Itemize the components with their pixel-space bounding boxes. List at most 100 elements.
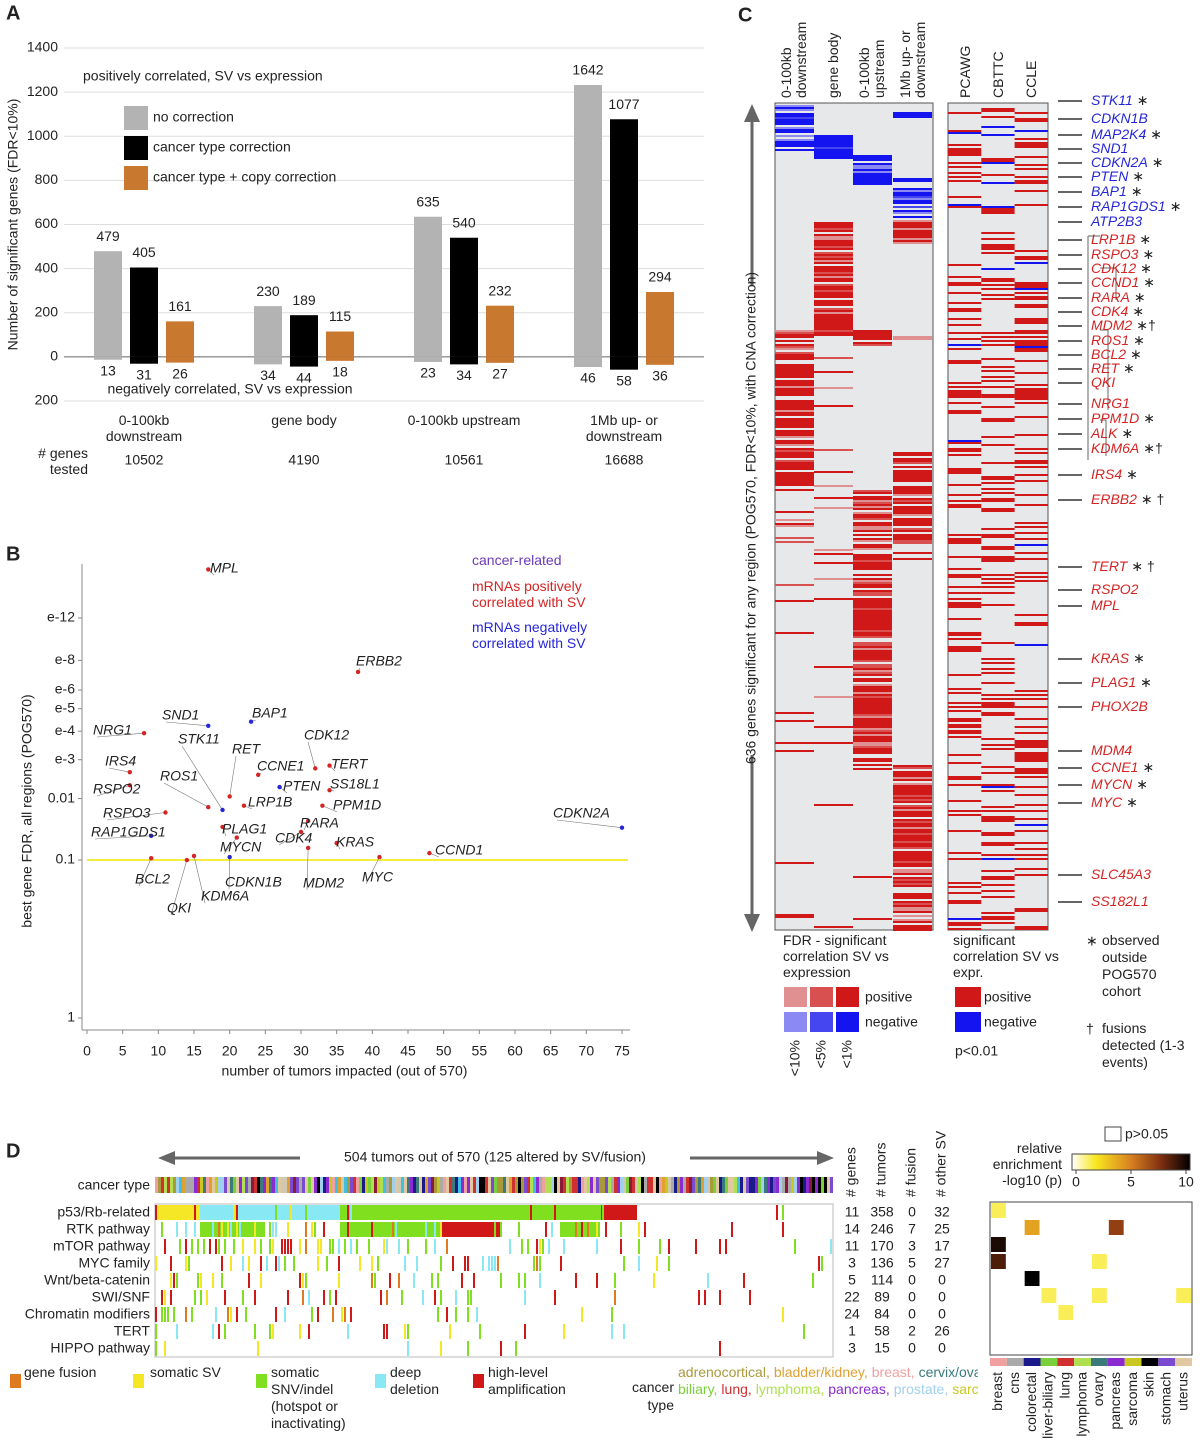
cancer-type-stripe [287, 1177, 290, 1193]
cancer-type-stripe [575, 1177, 578, 1193]
cancer-type: lung, [721, 1381, 752, 1397]
heatmap-row [948, 412, 982, 414]
heatmap-row [814, 246, 853, 248]
heatmap-row [981, 820, 1015, 822]
heatmap-row [981, 704, 1015, 706]
heatmap-row [893, 831, 932, 833]
heatmap-row [814, 696, 853, 698]
alteration-stripe [305, 1239, 307, 1254]
heatmap-row [1014, 402, 1048, 404]
heatmap-row [981, 116, 1015, 118]
alteration-stripe [239, 1222, 241, 1237]
alteration-stripe [155, 1205, 157, 1220]
alteration-stripe [518, 1273, 520, 1288]
heatmap-row [814, 328, 853, 330]
heatmap-row [981, 510, 1015, 512]
heatmap-row [853, 175, 892, 177]
gene-label: BAP1 ∗ [1091, 183, 1143, 199]
heatmap-row [893, 911, 932, 913]
heatmap-row [1014, 776, 1048, 778]
alteration-stripe [611, 1307, 613, 1322]
table-cell: 170 [870, 1238, 894, 1254]
heatmap-row [853, 558, 892, 560]
heatmap-row [948, 602, 982, 604]
heatmap-row [1014, 494, 1048, 496]
alteration-stripe [224, 1239, 226, 1254]
heatmap-row [948, 754, 982, 756]
heatmap-row [981, 536, 1015, 538]
cancer-type-stripe [632, 1177, 635, 1193]
alteration-stripe [200, 1290, 202, 1305]
alteration-stripe [479, 1324, 481, 1339]
cancer-type-stripe [155, 1177, 158, 1193]
heatmap-row [893, 787, 932, 789]
heatmap-row [981, 890, 1015, 892]
heatmap-row [893, 242, 932, 244]
column-label-box: PCAWG [957, 46, 973, 98]
heatmap-row [893, 338, 932, 340]
cancer-type-stripe [443, 1177, 446, 1193]
heatmap-row [853, 490, 892, 492]
cancer-type-stripe [278, 1177, 281, 1193]
heatmap-row [1014, 726, 1048, 728]
alteration-block [155, 1205, 200, 1220]
heatmap-row [814, 308, 853, 310]
alteration-stripe [446, 1307, 448, 1322]
table-cell: 17 [934, 1238, 950, 1254]
column-swatch [1158, 1358, 1176, 1366]
alteration-stripe [230, 1256, 232, 1271]
alteration-block [200, 1205, 340, 1220]
heatmap-row [893, 821, 932, 823]
alteration-stripe [206, 1290, 208, 1305]
heatmap-row [948, 762, 982, 764]
point-label: CDKN1B [225, 874, 282, 890]
heatmap-row [775, 450, 814, 452]
gene-name: KRAS [1091, 650, 1130, 666]
row-label: MYC family [78, 1255, 150, 1271]
heatmap-row [1014, 156, 1048, 158]
x-tick-label: 40 [365, 1043, 381, 1059]
heatmap-row [853, 336, 892, 338]
point-label: RET [232, 741, 261, 757]
heatmap-row [814, 304, 853, 306]
gene-label: SS182L1 [1091, 893, 1149, 909]
table-cell: 24 [844, 1306, 860, 1322]
heatmap-row [853, 696, 892, 698]
alteration-stripe [350, 1307, 352, 1322]
heatmap-row [1014, 718, 1048, 720]
heatmap-row [1014, 786, 1048, 788]
heatmap-row [1014, 340, 1048, 342]
alteration-stripe [323, 1290, 325, 1305]
heatmap-cell [991, 1237, 1006, 1252]
heatmap-row [981, 376, 1015, 378]
leader-line [94, 835, 152, 840]
alteration-stripe [161, 1222, 163, 1237]
heatmap-row [775, 476, 814, 478]
alteration-stripe [749, 1290, 751, 1305]
heatmap-row [775, 372, 814, 374]
heatmap-row [853, 746, 892, 748]
leader-line [556, 819, 623, 828]
heatmap-row [853, 646, 892, 648]
heatmap-row [893, 178, 932, 180]
alteration-stripe [185, 1307, 187, 1322]
heatmap-row [814, 280, 853, 282]
gene-note: ∗ [1150, 126, 1162, 142]
table-cell: 3 [848, 1340, 856, 1356]
legend-level: <1% [839, 1040, 855, 1068]
alteration-stripe [398, 1273, 400, 1288]
cancer-type-stripe [485, 1177, 488, 1193]
heatmap-row [981, 394, 1015, 396]
cancer-type-stripe [413, 1177, 416, 1193]
point [427, 850, 432, 856]
negative-bar [414, 356, 442, 362]
alteration-stripe [191, 1205, 193, 1220]
alteration-stripe [275, 1256, 277, 1271]
heatmap-row [814, 804, 853, 806]
legend-swatch [124, 136, 148, 160]
cancer-type-stripe [779, 1177, 782, 1193]
heatmap-row [1014, 286, 1048, 288]
heatmap-row [775, 384, 814, 386]
heatmap-row [853, 504, 892, 506]
heatmap-row [775, 382, 814, 384]
